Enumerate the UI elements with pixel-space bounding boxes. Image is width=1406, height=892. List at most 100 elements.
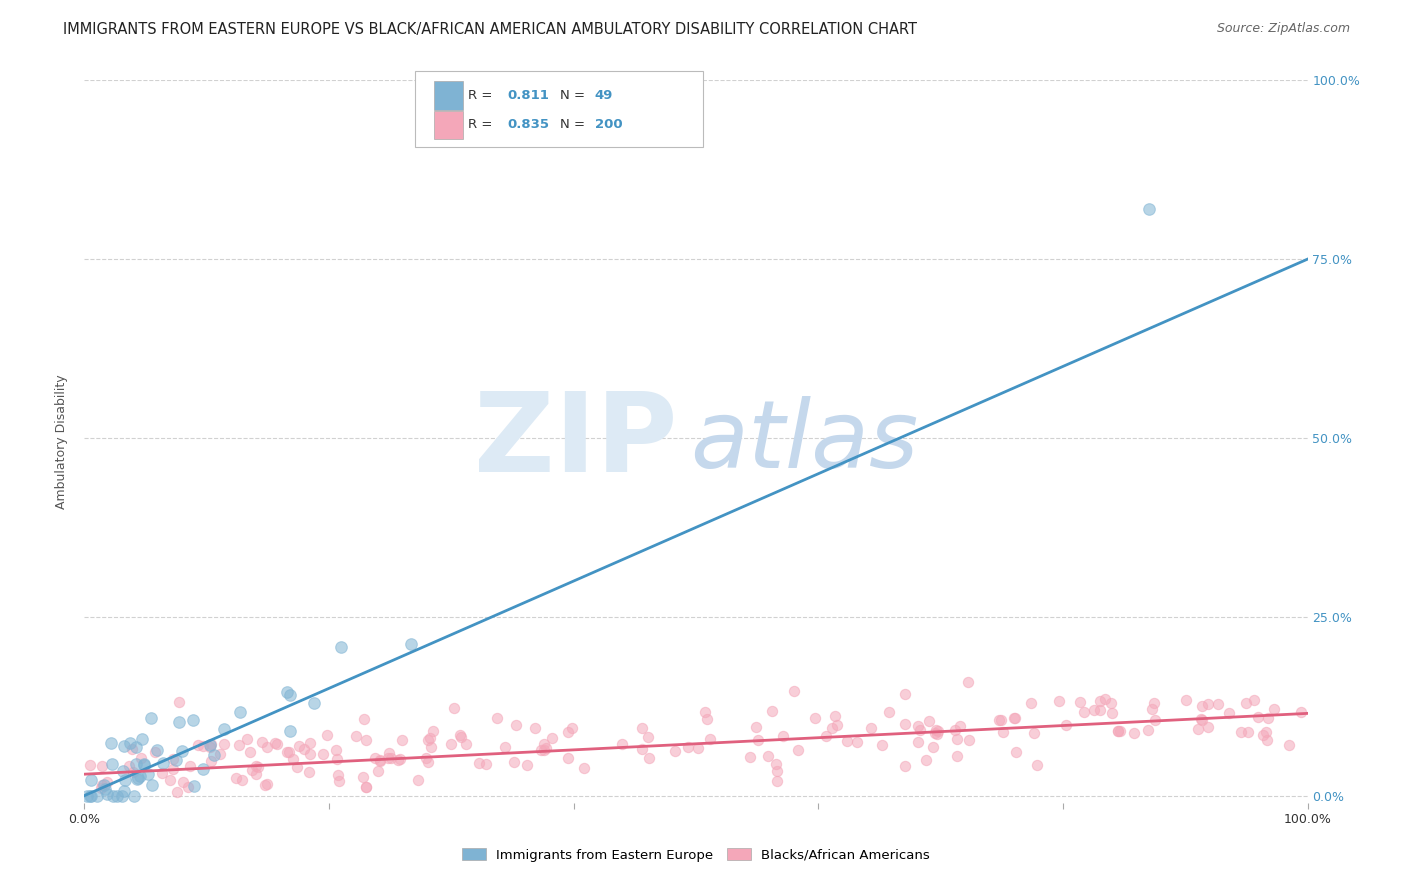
- Point: [181, 713, 204, 727]
- Point: [256, 740, 278, 755]
- Point: [131, 751, 153, 765]
- Point: [276, 745, 298, 759]
- Point: [328, 773, 350, 788]
- Point: [90, 778, 112, 792]
- Point: [96, 775, 118, 789]
- Point: [96, 787, 118, 801]
- Text: 200: 200: [595, 119, 623, 131]
- Point: [927, 724, 949, 739]
- Point: [278, 688, 301, 702]
- Point: [1108, 723, 1130, 738]
- Point: [212, 737, 235, 751]
- Point: [1088, 703, 1111, 717]
- Point: [278, 745, 301, 759]
- Point: [288, 739, 311, 753]
- Point: [114, 773, 136, 788]
- Point: [804, 711, 827, 725]
- Point: [253, 778, 276, 792]
- Point: [1099, 696, 1122, 710]
- Point: [125, 740, 148, 755]
- Point: [494, 739, 516, 754]
- Point: [1137, 723, 1160, 737]
- Point: [925, 727, 948, 741]
- Point: [1263, 701, 1285, 715]
- Legend: Immigrants from Eastern Europe, Blacks/African Americans: Immigrants from Eastern Europe, Blacks/A…: [456, 842, 936, 869]
- Point: [285, 760, 308, 774]
- Point: [105, 789, 128, 803]
- Point: [1142, 702, 1164, 716]
- Text: 49: 49: [595, 89, 613, 102]
- Point: [200, 738, 222, 752]
- Point: [1236, 724, 1258, 739]
- Point: [298, 765, 321, 780]
- Point: [94, 781, 117, 796]
- Point: [821, 721, 844, 735]
- Point: [474, 757, 496, 772]
- Point: [193, 739, 215, 754]
- Point: [193, 762, 215, 776]
- Point: [1187, 723, 1209, 737]
- Text: IMMIGRANTS FROM EASTERN EUROPE VS BLACK/AFRICAN AMERICAN AMBULATORY DISABILITY C: IMMIGRANTS FROM EASTERN EUROPE VS BLACK/…: [63, 22, 917, 37]
- Point: [121, 742, 143, 756]
- Point: [377, 751, 399, 765]
- Point: [240, 763, 263, 777]
- Point: [127, 771, 149, 785]
- Point: [612, 737, 634, 751]
- Point: [693, 705, 716, 719]
- Point: [368, 754, 391, 768]
- Point: [245, 759, 267, 773]
- Point: [93, 778, 115, 792]
- Point: [686, 741, 709, 756]
- Point: [132, 757, 155, 772]
- Point: [1143, 696, 1166, 710]
- Point: [368, 752, 391, 766]
- Point: [1257, 711, 1279, 725]
- Point: [90, 781, 112, 796]
- Point: [664, 744, 686, 758]
- Point: [988, 714, 1011, 728]
- Point: [516, 758, 538, 772]
- Point: [298, 747, 321, 762]
- Point: [152, 756, 174, 771]
- Point: [761, 704, 783, 718]
- Point: [837, 734, 859, 748]
- Point: [416, 755, 439, 769]
- Point: [560, 721, 582, 735]
- Point: [1047, 694, 1070, 708]
- Point: [676, 740, 699, 755]
- Point: [228, 738, 250, 752]
- Point: [354, 780, 377, 794]
- Text: R =: R =: [468, 89, 496, 102]
- Point: [1005, 745, 1028, 759]
- Point: [202, 747, 225, 762]
- Point: [943, 723, 966, 737]
- Point: [389, 752, 412, 766]
- Point: [266, 737, 288, 751]
- Text: 0.811: 0.811: [508, 89, 550, 102]
- Point: [946, 749, 969, 764]
- Point: [353, 712, 375, 726]
- Point: [330, 640, 353, 654]
- Point: [179, 758, 201, 772]
- Point: [198, 738, 221, 752]
- Text: R =: R =: [468, 119, 496, 131]
- Point: [879, 705, 901, 719]
- Point: [183, 779, 205, 793]
- Point: [176, 780, 198, 795]
- Point: [957, 733, 980, 747]
- Point: [367, 764, 389, 778]
- Point: [956, 674, 979, 689]
- Point: [924, 726, 946, 740]
- Text: N =: N =: [560, 89, 589, 102]
- Point: [170, 744, 193, 758]
- Point: [292, 742, 315, 756]
- Point: [141, 778, 163, 792]
- Point: [278, 724, 301, 739]
- Point: [454, 738, 477, 752]
- Point: [408, 772, 430, 787]
- Point: [387, 753, 409, 767]
- Point: [1107, 723, 1129, 738]
- Point: [167, 714, 190, 729]
- Point: [165, 753, 187, 767]
- Point: [302, 696, 325, 710]
